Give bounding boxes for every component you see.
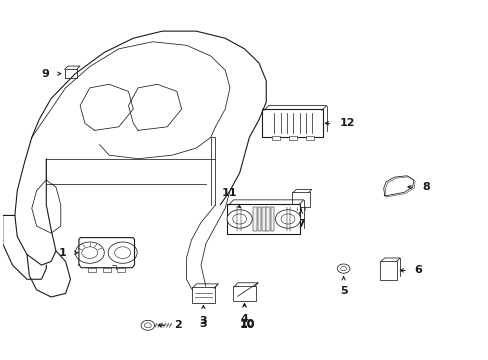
Text: 3: 3 [199, 316, 207, 326]
Text: 8: 8 [421, 182, 429, 192]
FancyBboxPatch shape [257, 207, 261, 231]
FancyBboxPatch shape [379, 261, 396, 280]
Text: 2: 2 [174, 320, 182, 330]
FancyBboxPatch shape [270, 207, 274, 231]
Polygon shape [383, 176, 413, 196]
Text: 1: 1 [59, 248, 66, 258]
FancyBboxPatch shape [292, 192, 309, 207]
FancyBboxPatch shape [117, 268, 125, 272]
Text: 6: 6 [414, 265, 422, 275]
FancyBboxPatch shape [265, 207, 269, 231]
FancyBboxPatch shape [191, 287, 215, 303]
Polygon shape [79, 238, 134, 268]
FancyBboxPatch shape [262, 109, 323, 137]
Circle shape [141, 320, 154, 330]
Text: 9: 9 [41, 69, 49, 79]
Text: 10: 10 [239, 320, 254, 330]
FancyBboxPatch shape [288, 136, 296, 140]
FancyBboxPatch shape [271, 136, 279, 140]
FancyBboxPatch shape [262, 207, 265, 231]
FancyBboxPatch shape [253, 207, 257, 231]
Circle shape [226, 210, 252, 228]
FancyBboxPatch shape [102, 268, 110, 272]
Text: 10: 10 [239, 319, 254, 329]
Text: 5: 5 [339, 285, 346, 296]
Text: 11: 11 [221, 188, 236, 198]
FancyBboxPatch shape [227, 204, 300, 234]
FancyBboxPatch shape [233, 286, 255, 301]
Circle shape [337, 264, 349, 273]
Text: 12: 12 [339, 118, 354, 128]
Circle shape [275, 210, 300, 228]
Text: 4: 4 [240, 314, 248, 324]
Text: 3: 3 [199, 319, 207, 329]
FancyBboxPatch shape [88, 268, 96, 272]
FancyBboxPatch shape [305, 136, 313, 140]
Text: 7: 7 [297, 219, 305, 229]
